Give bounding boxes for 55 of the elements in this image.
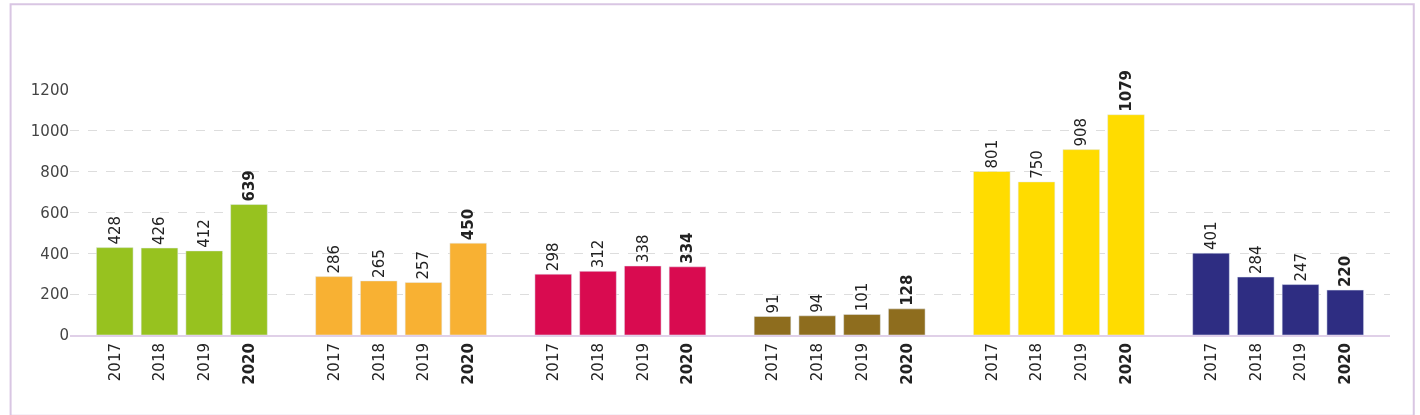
data-label: 220 xyxy=(1336,255,1355,288)
data-label: 101 xyxy=(853,282,871,312)
x-tick-label: 2017 xyxy=(324,343,343,382)
x-tick-label: 2020 xyxy=(678,343,697,385)
x-tick-label: 2017 xyxy=(982,343,1001,382)
data-label: 91 xyxy=(763,294,782,314)
data-label: 284 xyxy=(1246,245,1265,275)
data-label: 426 xyxy=(150,216,169,246)
data-label: 428 xyxy=(105,215,124,245)
x-tick-label: 2018 xyxy=(369,343,388,382)
data-label: 750 xyxy=(1027,150,1046,179)
y-tick-label: 400 xyxy=(40,244,69,263)
x-tick-label: 2018 xyxy=(1246,343,1265,382)
x-tick-label: 2020 xyxy=(459,343,478,385)
y-tick-label: 200 xyxy=(40,285,69,304)
x-tick-label: 2020 xyxy=(1336,343,1355,385)
x-tick-label: 2018 xyxy=(150,343,169,382)
y-tick-label: 600 xyxy=(40,203,69,222)
data-label: 286 xyxy=(325,244,343,274)
data-label: 94 xyxy=(808,293,827,313)
x-tick-label: 2019 xyxy=(1072,343,1091,382)
x-tick-label: 2017 xyxy=(763,343,782,382)
data-label: 801 xyxy=(982,139,1001,169)
x-tick-label: 2018 xyxy=(588,343,607,382)
x-tick-label: 2019 xyxy=(633,343,652,382)
data-label: 298 xyxy=(544,242,563,272)
data-label: 257 xyxy=(414,250,433,280)
data-label: 412 xyxy=(195,219,214,248)
x-tick-label: 2020 xyxy=(239,343,258,385)
data-label: 265 xyxy=(369,249,388,278)
y-tick-label: 1000 xyxy=(30,122,69,141)
data-label: 128 xyxy=(897,274,916,306)
data-label: 450 xyxy=(459,208,478,241)
x-tick-label: 2019 xyxy=(852,343,871,382)
data-label: 639 xyxy=(239,170,258,202)
x-tick-label: 2017 xyxy=(105,343,124,382)
data-label: 334 xyxy=(678,232,697,264)
x-tick-label: 2018 xyxy=(1027,343,1046,382)
data-label: 1079 xyxy=(1117,69,1135,112)
x-tick-label: 2017 xyxy=(1201,343,1220,382)
x-tick-label: 2019 xyxy=(1291,343,1310,382)
data-label: 247 xyxy=(1291,252,1310,282)
x-tick-label: 2019 xyxy=(414,343,433,382)
x-tick-label: 2019 xyxy=(195,343,214,382)
x-tick-label: 2017 xyxy=(544,343,563,382)
data-label: 312 xyxy=(589,239,607,269)
data-label: 338 xyxy=(633,234,652,263)
x-tick-label: 2020 xyxy=(897,343,916,385)
x-tick-label: 2018 xyxy=(808,343,827,382)
data-label: 908 xyxy=(1072,117,1091,147)
x-tick-label: 2020 xyxy=(1116,343,1135,385)
y-tick-label: 800 xyxy=(40,162,69,181)
y-tick-label: 1200 xyxy=(30,81,69,100)
data-label: 401 xyxy=(1202,221,1221,251)
y-tick-label: 0 xyxy=(59,326,69,345)
